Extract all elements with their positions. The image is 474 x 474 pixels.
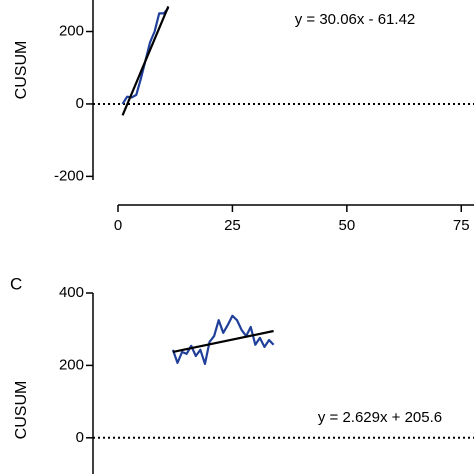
x-tick-label: 0 [114,217,122,234]
y-axis-label: CUSUM [13,41,30,100]
data-line [121,6,170,116]
equation: y = 2.629x + 205.6 [318,409,442,426]
y-tick-label: 400 [59,284,84,301]
y-axis-label: CUSUM [13,381,30,440]
panel-label: C [10,274,22,293]
y-tick-label: 200 [59,356,84,373]
y-tick-label: 0 [76,429,84,446]
data-line [172,329,274,354]
x-tick-label: 25 [224,217,241,234]
y-tick-label: 0 [76,95,84,112]
equation: y = 30.06x - 61.42 [295,11,416,28]
y-tick-label: 200 [59,22,84,39]
data-line [171,314,275,366]
x-tick-label: 50 [339,217,356,234]
x-tick-label: 75 [453,217,470,234]
y-tick-label: -200 [54,167,84,184]
